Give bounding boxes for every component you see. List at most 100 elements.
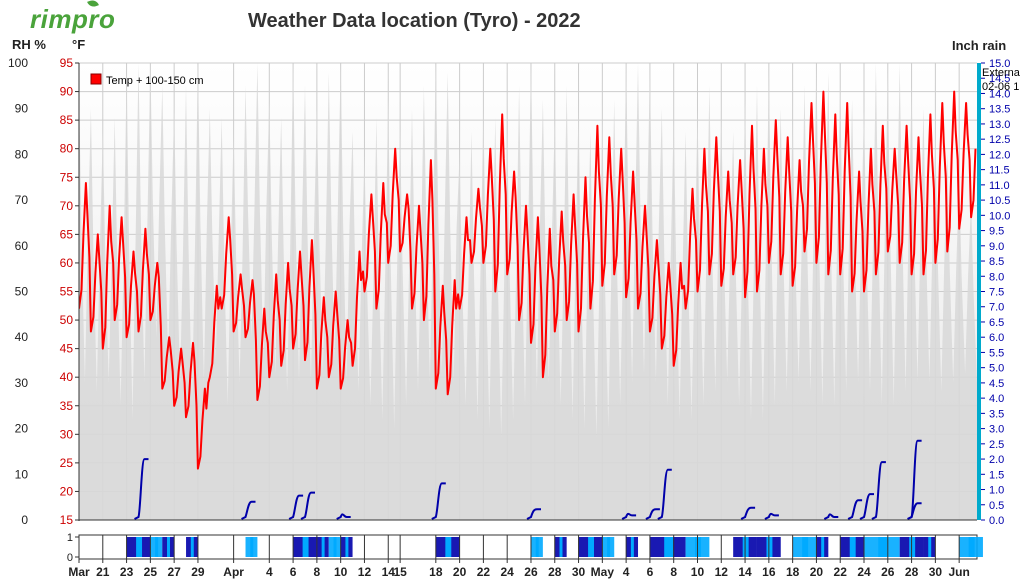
- temp-axis-unit: °F: [72, 37, 86, 52]
- rain-curve: [847, 499, 863, 520]
- rain-tick-label: 7.5: [989, 287, 1004, 299]
- wetness-bar-light: [742, 537, 749, 557]
- temp-line: [79, 90, 977, 470]
- rh-tick-label: 0: [21, 513, 28, 527]
- x-tick-label: 28: [548, 565, 562, 579]
- external-label-line1: Externa: [982, 67, 1021, 79]
- chart-title: Weather Data location (Tyro) - 2022: [248, 10, 581, 32]
- rain-curve: [823, 513, 839, 520]
- x-tick-label: 10: [691, 565, 705, 579]
- rain-curve: [134, 458, 149, 520]
- x-tick-label: Mar: [68, 565, 90, 579]
- rain-tick-label: 0.5: [989, 500, 1004, 512]
- external-label: Externa: [982, 67, 1021, 79]
- rain-tick-label: 13.5: [989, 104, 1010, 116]
- rh-tick-label: 20: [15, 422, 29, 436]
- x-tick-label: 23: [120, 565, 134, 579]
- wetness-tick-label: 0: [67, 552, 73, 564]
- wetness-bar-light: [968, 537, 975, 557]
- x-tick-label: 30: [929, 565, 943, 579]
- rain-tick-label: 3.0: [989, 424, 1004, 436]
- temp-tick-label: 60: [60, 256, 74, 270]
- rain-curve: [764, 512, 779, 520]
- rh-tick-label: 90: [15, 102, 29, 116]
- rain-tick-label: 5.5: [989, 347, 1004, 359]
- x-tick-label: 8: [314, 565, 321, 579]
- wetness-bar-light: [321, 537, 325, 557]
- leaf-wetness-bars: [126, 537, 983, 557]
- rain-tick-label: 11.5: [989, 165, 1010, 177]
- rain-tick-label: 12.5: [989, 134, 1010, 146]
- wetness-bar-light: [802, 537, 809, 557]
- temp-tick-label: 80: [60, 142, 74, 156]
- wetness-bar-light: [630, 537, 634, 557]
- wetness-bar-light: [928, 537, 932, 557]
- rain-curve: [871, 461, 886, 520]
- temp-tick-label: 30: [60, 427, 74, 441]
- rain-curve: [645, 508, 660, 520]
- rh-tick-label: 40: [15, 330, 29, 344]
- rh-tick-label: 10: [15, 467, 29, 481]
- x-tick-label: 14: [738, 565, 752, 579]
- x-tick-label: May: [591, 565, 615, 579]
- wetness-bar-light: [250, 537, 254, 557]
- rain-tick-label: 6.0: [989, 332, 1004, 344]
- wetness-bar-light: [588, 537, 595, 557]
- wetness-bar-light: [535, 537, 539, 557]
- wetness-bar-light: [345, 537, 349, 557]
- wetness-tick-label: 1: [67, 532, 73, 544]
- temp-tick-label: 20: [60, 484, 74, 498]
- x-tick-label: 15: [393, 565, 407, 579]
- wetness-bar-light: [445, 537, 452, 557]
- temp-tick-label: 50: [60, 313, 74, 327]
- x-tick-label: 20: [453, 565, 467, 579]
- rh-tick-label: 70: [15, 193, 29, 207]
- temp-tick-label: 45: [60, 342, 74, 356]
- x-tick-label: 4: [623, 565, 630, 579]
- wetness-bar-light: [664, 537, 674, 557]
- rain-axis-unit: Inch rain: [952, 38, 1007, 53]
- rh-tick-label: 60: [15, 239, 29, 253]
- wetness-bar-light: [909, 537, 916, 557]
- rain-tick-label: 12.0: [989, 149, 1010, 161]
- x-tick-label: Jun: [948, 565, 969, 579]
- legend: Temp + 100-150 cm: [90, 73, 204, 87]
- logo-text: rimpro: [30, 4, 116, 34]
- rain-tick-label: 14.5: [989, 73, 1010, 85]
- temp-tick-label: 70: [60, 199, 74, 213]
- x-tick-label: 22: [834, 565, 848, 579]
- legend-label-temp: Temp + 100-150 cm: [106, 75, 204, 87]
- rh-axis-unit: RH %: [12, 37, 46, 52]
- rh-area: [79, 63, 977, 520]
- rh-tick-label: 100: [8, 56, 28, 70]
- x-tick-label: 24: [501, 565, 515, 579]
- x-tick-label: 27: [167, 565, 181, 579]
- x-tick-label: 28: [905, 565, 919, 579]
- rh-axis-ticks: 0 10 20 30 40 50 60 70 80 90 100: [8, 56, 28, 527]
- rain-tick-label: 7.0: [989, 302, 1004, 314]
- x-tick-label: 18: [786, 565, 800, 579]
- rain-curve: [300, 491, 315, 520]
- x-tick-label: 30: [572, 565, 586, 579]
- rain-curve: [431, 482, 446, 520]
- wetness-bar-light: [878, 537, 888, 557]
- wetness-bar-light: [333, 537, 337, 557]
- rain-tick-label: 8.0: [989, 271, 1004, 283]
- rain-tick-label: 4.0: [989, 393, 1004, 405]
- rain-curve: [740, 506, 756, 520]
- temp-tick-label: 55: [60, 285, 74, 299]
- rain-series: [134, 439, 922, 520]
- rain-tick-label: 6.5: [989, 317, 1004, 329]
- rain-tick-label: 10.0: [989, 210, 1010, 222]
- wetness-bar-light: [190, 537, 194, 557]
- rain-tick-label: 10.5: [989, 195, 1010, 207]
- x-tick-label: Apr: [223, 565, 244, 579]
- wetness-bar-light: [695, 537, 702, 557]
- external-date-label: 02-06 1: [982, 81, 1019, 93]
- temp-tick-label: 15: [60, 513, 74, 527]
- rain-tick-label: 8.5: [989, 256, 1004, 268]
- temp-tick-label: 65: [60, 227, 74, 241]
- x-tick-label: 14: [382, 565, 396, 579]
